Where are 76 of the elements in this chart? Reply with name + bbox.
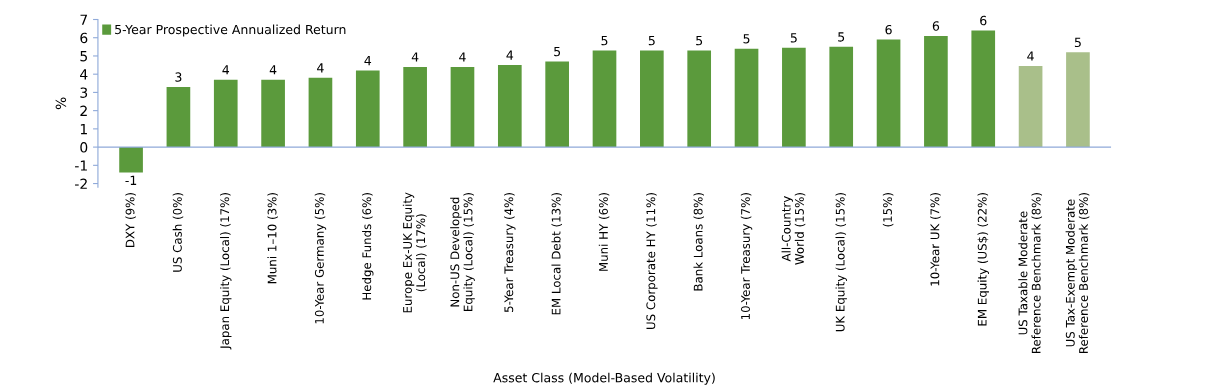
- bar: [782, 47, 806, 148]
- x-tick-label: US Corporate HY (11%): [646, 193, 658, 329]
- bar: [308, 77, 333, 148]
- x-tick-label: DXY (9%): [125, 193, 136, 247]
- data-label: 6: [932, 21, 940, 31]
- bar: [355, 70, 380, 148]
- data-label: 3: [175, 72, 182, 82]
- bar: [971, 30, 996, 148]
- data-label: 4: [1027, 51, 1034, 61]
- y-tick-label: 6: [80, 32, 88, 44]
- x-tick-label: US Cash (0%): [172, 193, 184, 272]
- bar: [497, 65, 522, 148]
- data-label: 4: [411, 52, 419, 62]
- y-tick-label: 0: [80, 142, 88, 153]
- bar: [829, 46, 854, 148]
- y-tick-label: 2: [80, 105, 87, 116]
- x-tick-label: 10-Year Treasury (7%): [740, 193, 753, 320]
- bar: [450, 66, 475, 148]
- x-tick-label: Bank Loans (8%): [693, 193, 704, 291]
- x-tick-label: 5-Year Treasury (4%): [504, 193, 516, 312]
- bar: [545, 61, 569, 148]
- x-tick-label: US Taxable Moderate Reference Benchmark (8%): [1018, 193, 1043, 354]
- x-tick-label: Non-US Developed Equity (Local) (15%): [450, 193, 475, 311]
- data-label: 6: [980, 15, 987, 26]
- data-label: 5: [601, 36, 608, 46]
- x-tick-label: US Tax-Exempt Moderate Reference Benchmark (8%): [1065, 193, 1090, 354]
- bar: [924, 35, 948, 148]
- bar: [403, 66, 427, 148]
- x-tick-label: UK Equity (Local) (15%): [835, 193, 847, 332]
- x-tick-label: All-Country World (15%): [781, 193, 806, 265]
- bar: [876, 39, 901, 148]
- bar: [261, 79, 285, 148]
- y-tick-label: -2: [75, 178, 87, 189]
- data-label: 4: [269, 65, 277, 75]
- x-tick-label: Japan Equity (Local) (17%): [220, 193, 232, 350]
- data-label: 4: [317, 63, 324, 73]
- x-tick-label: 10-Year UK (7%): [930, 193, 941, 286]
- y-tick-label: 5: [80, 51, 87, 62]
- data-label: 5: [648, 36, 655, 46]
- data-label: 5: [790, 33, 797, 43]
- bar: [119, 147, 143, 173]
- legend-label: 5-Year Prospective Annualized Return: [115, 24, 346, 37]
- x-tick-label: Muni 1–10 (3%): [267, 193, 278, 284]
- bar: [687, 50, 712, 148]
- data-label: 5: [696, 36, 703, 46]
- bar: [592, 50, 617, 148]
- y-tick-label: -1: [75, 160, 87, 171]
- x-tick-label: (15%): [882, 193, 894, 227]
- data-label: 4: [364, 56, 372, 66]
- bar: [734, 48, 759, 148]
- y-tick-label: 3: [80, 87, 88, 98]
- bar: [1018, 65, 1043, 148]
- x-axis-title: Asset Class (Model-Based Volatility): [493, 372, 715, 385]
- data-label: -1: [125, 175, 137, 185]
- data-label: 6: [885, 24, 892, 35]
- x-tick-label: Hedge Funds (6%): [362, 193, 374, 300]
- bar: [166, 86, 191, 148]
- bar: [213, 79, 238, 148]
- data-label: 5: [554, 46, 561, 57]
- data-label: 5: [838, 32, 845, 42]
- bar: [640, 50, 664, 148]
- data-label: 5: [743, 34, 750, 44]
- x-tick-label: Europe Ex-UK Equity (Local) (17%): [402, 192, 427, 313]
- x-tick-label: EM Equity (US$) (22%): [977, 193, 989, 326]
- x-tick-label: Muni HY (6%): [598, 193, 610, 271]
- y-axis-title: %: [55, 97, 67, 110]
- x-tick-label: 10-Year Germany (5%): [314, 193, 327, 324]
- data-label: 4: [222, 65, 230, 75]
- data-label: 5: [1074, 37, 1081, 48]
- data-label: 4: [506, 50, 514, 60]
- data-label: 4: [459, 52, 466, 62]
- y-tick-label: 1: [80, 124, 87, 135]
- y-tick-label: 7: [80, 14, 88, 25]
- bar: [1066, 52, 1090, 148]
- y-tick-label: 4: [80, 69, 88, 80]
- x-tick-label: EM Local Debt (13%): [551, 193, 562, 315]
